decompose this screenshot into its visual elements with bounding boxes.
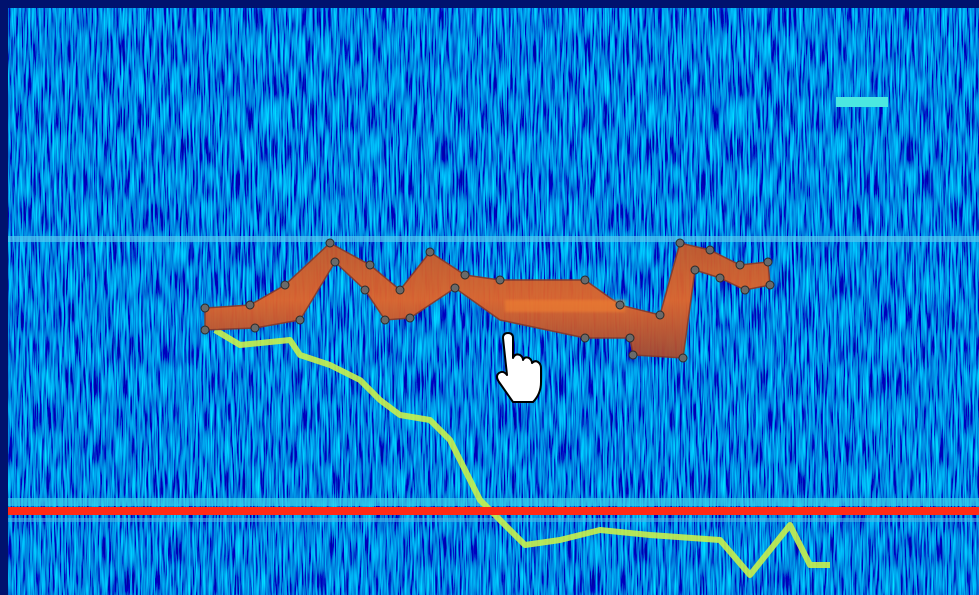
polygon-highlight: [505, 300, 625, 312]
vertex-handle[interactable]: [330, 257, 340, 267]
hand-cursor: [496, 332, 542, 403]
vertex-handle[interactable]: [495, 275, 505, 285]
vertex-handle[interactable]: [740, 285, 750, 295]
horizontal-band: [8, 236, 979, 242]
vertex-handle[interactable]: [705, 245, 715, 255]
vertex-handle[interactable]: [425, 247, 435, 257]
vertex-handle[interactable]: [628, 350, 638, 360]
annotation-polygon[interactable]: [204, 242, 771, 359]
vertex-handle[interactable]: [280, 280, 290, 290]
vertex-handle[interactable]: [200, 303, 210, 313]
vertex-handle[interactable]: [360, 285, 370, 295]
vertex-handle[interactable]: [200, 325, 210, 335]
vertex-handle[interactable]: [380, 315, 390, 325]
signal-blip: [836, 97, 888, 107]
horizontal-band: [8, 518, 979, 522]
vertex-handle[interactable]: [405, 313, 415, 323]
vertex-handle[interactable]: [625, 333, 635, 343]
threshold-line[interactable]: [8, 507, 979, 515]
vertex-handle[interactable]: [450, 283, 460, 293]
polygon-vertices: [200, 238, 775, 363]
vertex-handle[interactable]: [735, 260, 745, 270]
vertex-handle[interactable]: [245, 300, 255, 310]
vertex-handle[interactable]: [250, 323, 260, 333]
horizontal-band: [8, 498, 979, 506]
vertex-handle[interactable]: [295, 315, 305, 325]
vertex-handle[interactable]: [655, 310, 665, 320]
vertex-handle[interactable]: [460, 270, 470, 280]
vertex-handle[interactable]: [395, 285, 405, 295]
vertex-handle[interactable]: [690, 265, 700, 275]
vertex-handle[interactable]: [325, 238, 335, 248]
vertex-handle[interactable]: [678, 353, 688, 363]
vertex-handle[interactable]: [580, 275, 590, 285]
signal-trace: [213, 327, 830, 578]
vertex-handle[interactable]: [615, 300, 625, 310]
vertex-handle[interactable]: [765, 280, 775, 290]
vertex-handle[interactable]: [715, 273, 725, 283]
vertex-handle[interactable]: [365, 260, 375, 270]
vertex-handle[interactable]: [763, 257, 773, 267]
vertex-handle[interactable]: [580, 333, 590, 343]
vertex-handle[interactable]: [675, 238, 685, 248]
